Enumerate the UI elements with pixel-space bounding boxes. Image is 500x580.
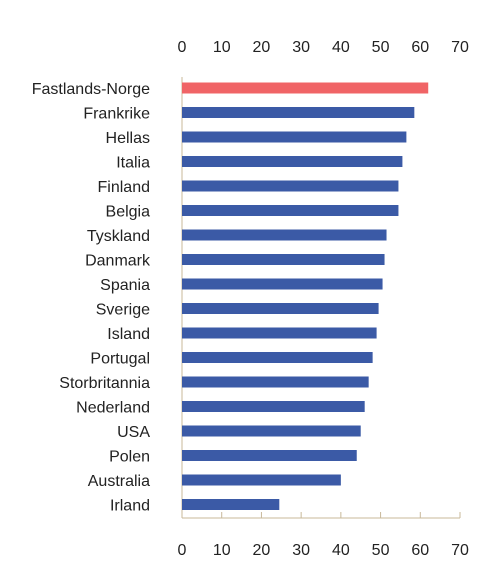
category-label: Tyskland [87,228,150,245]
bar [182,352,373,363]
bar [182,450,357,461]
bar [182,474,341,486]
category-label: Portugal [90,351,150,368]
x-tick-label-top: 70 [451,39,469,56]
bar [182,107,415,118]
x-tick-label-bottom: 60 [411,542,429,559]
category-label: Finland [98,179,150,196]
bar [182,278,383,290]
bar [182,131,407,143]
x-tick-label-top: 30 [292,39,310,56]
x-tick-label-bottom: 40 [332,542,350,559]
x-tick-label-bottom: 30 [292,542,310,559]
x-tick-label-top: 10 [213,39,231,56]
category-label: Australia [88,473,150,490]
bar [182,499,280,510]
bar [182,401,365,412]
category-label: Belgia [106,204,151,221]
axis-lines [181,77,461,519]
x-tick-label-top: 50 [372,39,390,56]
category-label: USA [117,424,150,441]
bar [182,327,377,339]
bar [182,156,403,167]
category-label: Polen [109,449,150,466]
category-label: Danmark [85,253,151,270]
category-label: Irland [110,498,150,515]
x-tick-label-top: 20 [253,39,271,56]
x-tick-label-bottom: 70 [451,542,469,559]
top-axis-tick-labels: 0 10 20 30 40 50 60 70 [178,39,469,56]
category-label: Fastlands-Norge [32,81,150,98]
x-tick-label-bottom: 50 [372,542,390,559]
bottom-axis-tick-labels: 0 10 20 30 40 50 60 70 [178,542,469,559]
x-tick-label-bottom: 0 [178,542,187,559]
x-tick-label-bottom: 20 [253,542,271,559]
bar [182,229,387,241]
bar [182,376,369,388]
x-tick-label-top: 0 [178,39,187,56]
bar [182,254,385,265]
category-label: Italia [116,155,150,172]
bar [182,425,361,437]
category-label: Storbritannia [59,375,150,392]
x-tick-label-bottom: 10 [213,542,231,559]
category-label: Island [107,326,150,343]
bar [182,205,399,216]
category-label: Sverige [96,302,150,319]
bars [182,82,429,510]
x-tick-label-top: 60 [411,39,429,56]
x-tick-label-top: 40 [332,39,350,56]
category-label: Spania [100,277,150,294]
category-label: Hellas [106,130,150,147]
bar [182,180,399,192]
category-label: Frankrike [83,106,150,123]
category-labels: Fastlands-Norge Frankrike Hellas Italia Finl… [32,81,151,515]
category-label: Nederland [76,400,150,417]
bar [182,303,379,314]
bar [182,82,429,94]
